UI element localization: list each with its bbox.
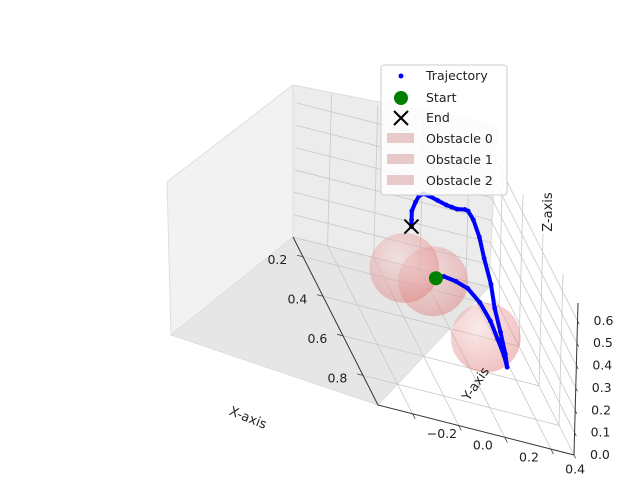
trajectory-point <box>435 198 440 203</box>
x-axis-label: X-axis <box>227 404 269 433</box>
trajectory-point <box>488 318 493 324</box>
z-gridline <box>293 214 575 433</box>
y-tick-mark <box>504 437 508 443</box>
trajectory-point <box>498 329 503 335</box>
z-axis-line <box>573 302 579 456</box>
legend-trajectory-label: Trajectory <box>425 68 488 83</box>
trajectory-point <box>488 281 494 287</box>
trajectory-point <box>477 234 482 240</box>
trajectory-point <box>453 278 459 284</box>
obstacle-2 <box>369 233 440 303</box>
z-gridline <box>294 169 577 389</box>
y-tick-mark <box>458 425 462 431</box>
legend-obstacle0-label: Obstacle 0 <box>426 131 493 146</box>
legend-end-label: End <box>426 110 450 125</box>
z-axis-label: Z-axis <box>541 192 556 232</box>
trajectory-point <box>443 202 449 208</box>
x-tick-label: 0.8 <box>327 370 347 385</box>
x-tick-mark <box>317 294 324 297</box>
trajectory-point <box>462 207 468 212</box>
legend-obstacle2-label: Obstacle 2 <box>426 173 493 188</box>
end-marker-stroke <box>403 218 420 235</box>
trajectory-point <box>409 208 415 214</box>
trajectory-point <box>502 351 508 357</box>
markers-layer <box>403 218 443 286</box>
y-tick-label: 0.0 <box>473 438 493 453</box>
trajectory-point <box>495 336 501 342</box>
z-tick-label: 0.5 <box>593 335 613 350</box>
z-tick-label: 0.2 <box>591 402 611 417</box>
z-tick-label: 0.4 <box>592 358 612 373</box>
y-tick-label: 0.2 <box>519 450 539 465</box>
z-gridline <box>294 191 576 411</box>
z-tick-label: 0.1 <box>591 425 611 440</box>
trajectory-point <box>477 300 483 305</box>
x-tick-mark <box>337 333 344 337</box>
trajectory-point <box>504 364 510 370</box>
z-tick-mark <box>573 454 577 459</box>
trajectory-point <box>470 217 476 223</box>
x-tick-mark <box>357 373 364 376</box>
legend-obstacle0-swatch <box>387 133 414 143</box>
legend-end-marker <box>393 110 409 126</box>
legend-obstacle2-swatch <box>387 175 414 185</box>
trajectory-point <box>409 217 414 223</box>
x-tick-mark <box>297 254 304 258</box>
x-tick-label: 0.4 <box>287 291 307 306</box>
x-tick-label: 0.2 <box>267 252 287 267</box>
y-axis-label: Y-axis <box>459 365 493 405</box>
x-axis-line <box>292 236 379 406</box>
y-tick-label: 0.4 <box>565 461 585 476</box>
trajectory-point <box>492 305 497 311</box>
legend: Trajectory Start End Obstacle 0 Obstacle… <box>380 64 508 196</box>
legend-trajectory-marker <box>398 73 404 79</box>
y-tick-label: −0.2 <box>427 426 457 441</box>
legend-start-label: Start <box>426 90 457 105</box>
x-tick-label: 0.6 <box>307 331 327 346</box>
z-tick-label: 0.3 <box>592 380 612 395</box>
y-tick-mark <box>550 448 554 455</box>
z-tick-label: 0.6 <box>594 313 614 328</box>
trajectory-point <box>465 286 471 291</box>
z-gridline <box>292 236 575 456</box>
z-gridline <box>295 147 577 366</box>
y-axis-line <box>377 404 575 456</box>
end-marker <box>403 218 420 235</box>
trajectory-point <box>481 255 487 261</box>
legend-obstacle1-swatch <box>387 154 414 164</box>
z-tick-label: 0.0 <box>590 447 610 462</box>
trajectory-point <box>454 206 460 212</box>
y-tick-mark <box>412 413 416 420</box>
trajectory-point <box>413 199 418 205</box>
start-marker <box>428 271 443 286</box>
legend-start-marker <box>394 91 408 105</box>
trajectory-point <box>449 204 455 210</box>
axes-layer: 0.2 0.4 0.6 0.8 −0.2 0.0 0.2 0.4 0.0 0.1 0.2 0.3 0.4… <box>267 236 614 476</box>
legend-obstacle1-label: Obstacle 1 <box>426 152 493 167</box>
